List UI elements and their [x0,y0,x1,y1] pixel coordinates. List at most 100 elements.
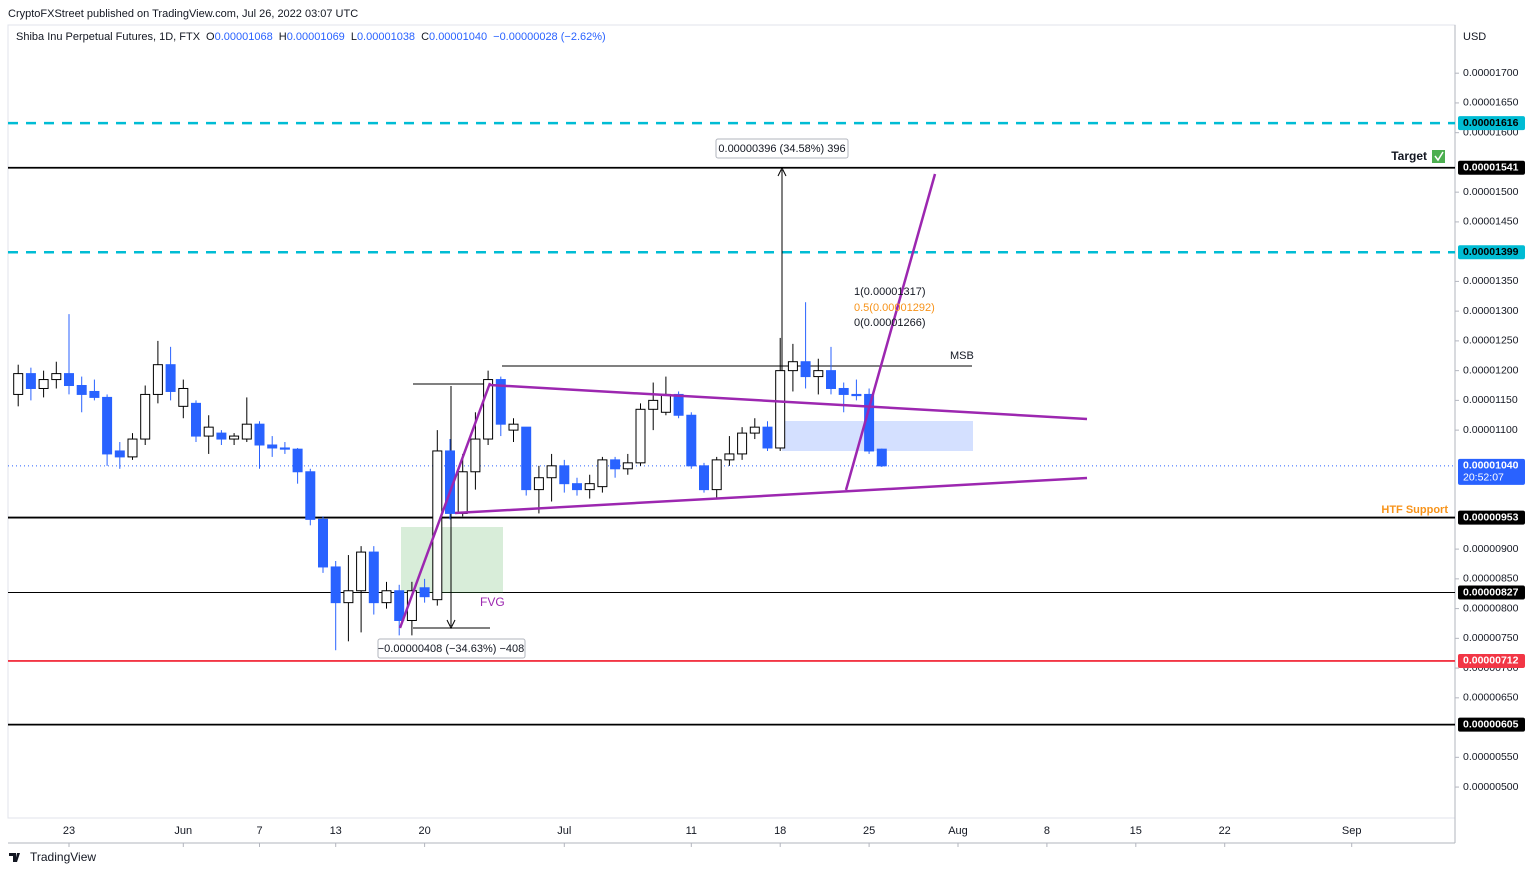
candle-body [267,444,278,449]
current-price-label: 0.00001040 [1463,460,1519,472]
candle-body [584,483,595,491]
ohlc-value: 0.00001069 [287,31,345,43]
price-level-label: 0.00000827 [1463,586,1519,598]
price-level-label: 0.00000605 [1463,718,1519,730]
logo-mark [9,853,20,862]
candle-body [191,402,201,437]
candle-body [876,448,887,467]
change-value: −0.00000028 (−2.62%) [493,31,606,43]
candle-body [343,590,354,604]
candle-body [102,396,113,455]
candle-body [216,432,227,440]
candle-body [648,399,659,410]
x-tick-label: 23 [63,825,75,837]
candle-body [787,361,798,372]
x-tick-label: 25 [863,825,875,837]
candle-body [152,364,163,395]
candle-body [470,438,481,473]
y-tick-label: 0.00000900 [1463,543,1519,555]
x-tick-label: 20 [418,825,430,837]
candle-body [635,408,646,464]
footer-brand: TradingView [30,850,96,864]
fib-level: 0.5(0.00001292) [854,302,935,314]
candle-body [737,432,748,455]
price-level-tag [1458,717,1525,732]
candle-body [559,465,570,485]
price-level-label: 0.00001616 [1463,117,1519,129]
y-tick-label: 0.00001250 [1463,335,1519,347]
price-level-tag [1458,116,1525,131]
candle-body [114,450,125,458]
fib-level: 0(0.00001266) [854,317,926,329]
candle-body [610,459,621,470]
measure-rise: 0.00000396 (34.58%) 396 [718,143,845,155]
current-price-tag [1458,458,1525,485]
candle-body [89,390,100,398]
candle-body [381,590,392,604]
candle-body [38,379,49,389]
ohlc-value: 0.00001040 [429,31,487,43]
candle-body [254,423,265,446]
candle-body [597,459,608,488]
msb-label: MSB [950,350,974,362]
candle-body [203,426,214,437]
trendline [844,173,937,491]
x-tick-label: 7 [256,825,262,837]
candle-body [127,438,138,458]
ohlc-label: C [421,31,429,43]
candle-body [826,370,836,389]
x-tick-label: 22 [1219,825,1231,837]
y-tick-label: 0.00000550 [1463,751,1519,763]
x-tick-label: 11 [686,825,697,837]
y-tick-label: 0.00000500 [1463,781,1519,793]
ohlc-value: 0.00001068 [215,31,273,43]
candle-body [762,426,773,449]
target-label: Target [1391,149,1427,163]
trendlines [398,173,1088,629]
candle-body [305,471,316,520]
published: CryptoFXStreet published on TradingView.… [8,8,358,20]
candle-body [813,370,824,378]
measure-fall: −0.00000408 (−34.63%) −408 [378,643,525,655]
candle-body [572,483,582,491]
candle-body [521,426,532,491]
price-level-tag [1458,585,1525,600]
trendline [398,382,492,629]
candle-body [686,414,697,467]
currency: USD [1463,31,1486,43]
levels [8,121,1455,726]
candles [13,302,887,651]
y-tick-label: 0.00001450 [1463,216,1519,228]
trendline [454,476,1088,515]
candle-body [318,518,328,568]
demand-zone [782,421,973,451]
measure-box [377,638,526,659]
price-level-label: 0.00000712 [1463,655,1519,667]
countdown: 20:52:07 [1463,472,1504,484]
x-tick-label: 18 [774,825,786,837]
y-tick-label: 0.00000750 [1463,632,1519,644]
check-icon [1432,150,1445,163]
y-tick-label: 0.00001700 [1463,67,1519,79]
candle-body [394,590,405,621]
y-tick-label: 0.00000800 [1463,602,1519,614]
fib-level: 1(0.00001317) [854,286,926,298]
y-tick-label: 0.00001200 [1463,364,1519,376]
price-level-tag [1458,160,1525,175]
candle-body [660,393,671,413]
candle-body [622,462,633,470]
measure-box [715,138,849,159]
axes: 0.000017000.000016500.000016000.00001500… [63,67,1525,847]
y-tick-label: 0.00001150 [1463,394,1518,406]
x-tick-label: Jun [174,825,192,837]
candle-body [457,471,468,514]
x-tick-label: Aug [948,825,968,837]
symbol-name: Shiba Inu Perpetual Futures, 1D, FTX [16,31,201,43]
candle-body [851,393,862,397]
price-level-label: 0.00000953 [1463,511,1519,523]
candle-body [546,465,557,479]
candle-body [330,566,341,604]
candle-body [241,423,252,440]
candle-body [838,387,849,395]
